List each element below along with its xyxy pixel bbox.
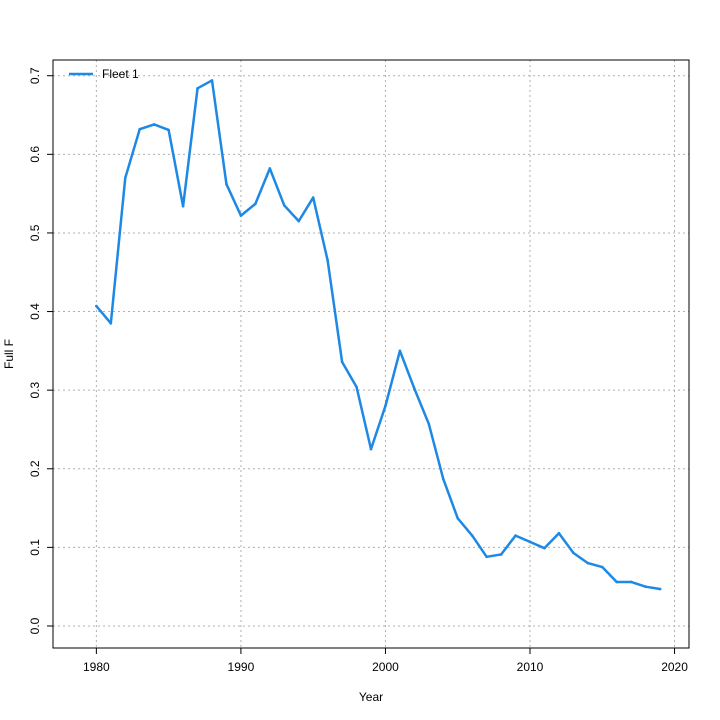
grid-lines: [53, 60, 689, 648]
data-point: [629, 580, 633, 584]
plot-frame: [52, 59, 690, 649]
data-point: [181, 204, 185, 208]
y-tick-label: 0.0: [28, 617, 42, 634]
data-point: [384, 404, 387, 408]
y-tick-label: 0.5: [28, 224, 42, 241]
data-point: [239, 214, 243, 217]
series-line-fleet-1: [95, 79, 662, 591]
y-tick-label: 0.4: [28, 303, 42, 320]
data-point: [470, 534, 474, 537]
data-point: [355, 385, 358, 389]
data-point: [210, 79, 214, 82]
data-point: [499, 553, 503, 556]
y-axis: 0.0 0.1 0.2 0.3 0.4 0.5 0.6 0.7: [28, 67, 53, 634]
y-tick-label: 0.3: [28, 381, 42, 398]
data-point: [557, 531, 561, 535]
data-point: [413, 387, 416, 390]
data-point: [398, 349, 402, 353]
x-tick-label: 2000: [372, 660, 399, 674]
data-point: [644, 585, 647, 588]
y-tick-label: 0.7: [28, 67, 42, 84]
data-point: [123, 176, 127, 180]
data-point: [572, 551, 575, 555]
data-point: [586, 561, 590, 565]
series-layer: [95, 79, 662, 591]
x-tick-label: 1990: [228, 660, 255, 674]
x-axis: 1980 1990 2000 2010 2020: [83, 648, 688, 674]
data-point: [615, 580, 619, 584]
data-point: [326, 259, 329, 262]
data-point: [543, 546, 546, 550]
data-point: [658, 587, 662, 591]
data-point: [456, 516, 460, 520]
data-point: [514, 534, 517, 537]
data-point: [369, 447, 373, 451]
data-point: [196, 87, 199, 90]
data-point: [297, 219, 301, 223]
y-tick-label: 0.6: [28, 146, 42, 163]
x-tick-label: 1980: [83, 660, 110, 674]
data-point: [427, 422, 431, 426]
x-axis-title: Year: [359, 690, 383, 704]
y-tick-label: 0.2: [28, 460, 42, 477]
data-point: [225, 182, 228, 186]
data-point: [600, 565, 604, 569]
legend-label-fleet-1: Fleet 1: [102, 67, 139, 81]
y-tick-label: 0.1: [28, 539, 42, 556]
data-point: [441, 477, 445, 481]
data-point: [95, 304, 98, 308]
data-point: [340, 360, 344, 364]
data-point: [152, 123, 156, 126]
data-point: [167, 128, 170, 132]
y-axis-title: Full F: [2, 339, 16, 369]
data-point: [485, 555, 488, 559]
data-point: [109, 322, 113, 325]
data-point: [282, 204, 286, 207]
legend: Fleet 1: [69, 67, 139, 81]
data-point: [254, 202, 257, 206]
data-point: [138, 127, 142, 131]
data-point: [268, 167, 272, 170]
data-point: [311, 196, 315, 199]
x-tick-label: 2010: [517, 660, 544, 674]
data-point: [528, 540, 532, 544]
x-tick-label: 2020: [661, 660, 688, 674]
